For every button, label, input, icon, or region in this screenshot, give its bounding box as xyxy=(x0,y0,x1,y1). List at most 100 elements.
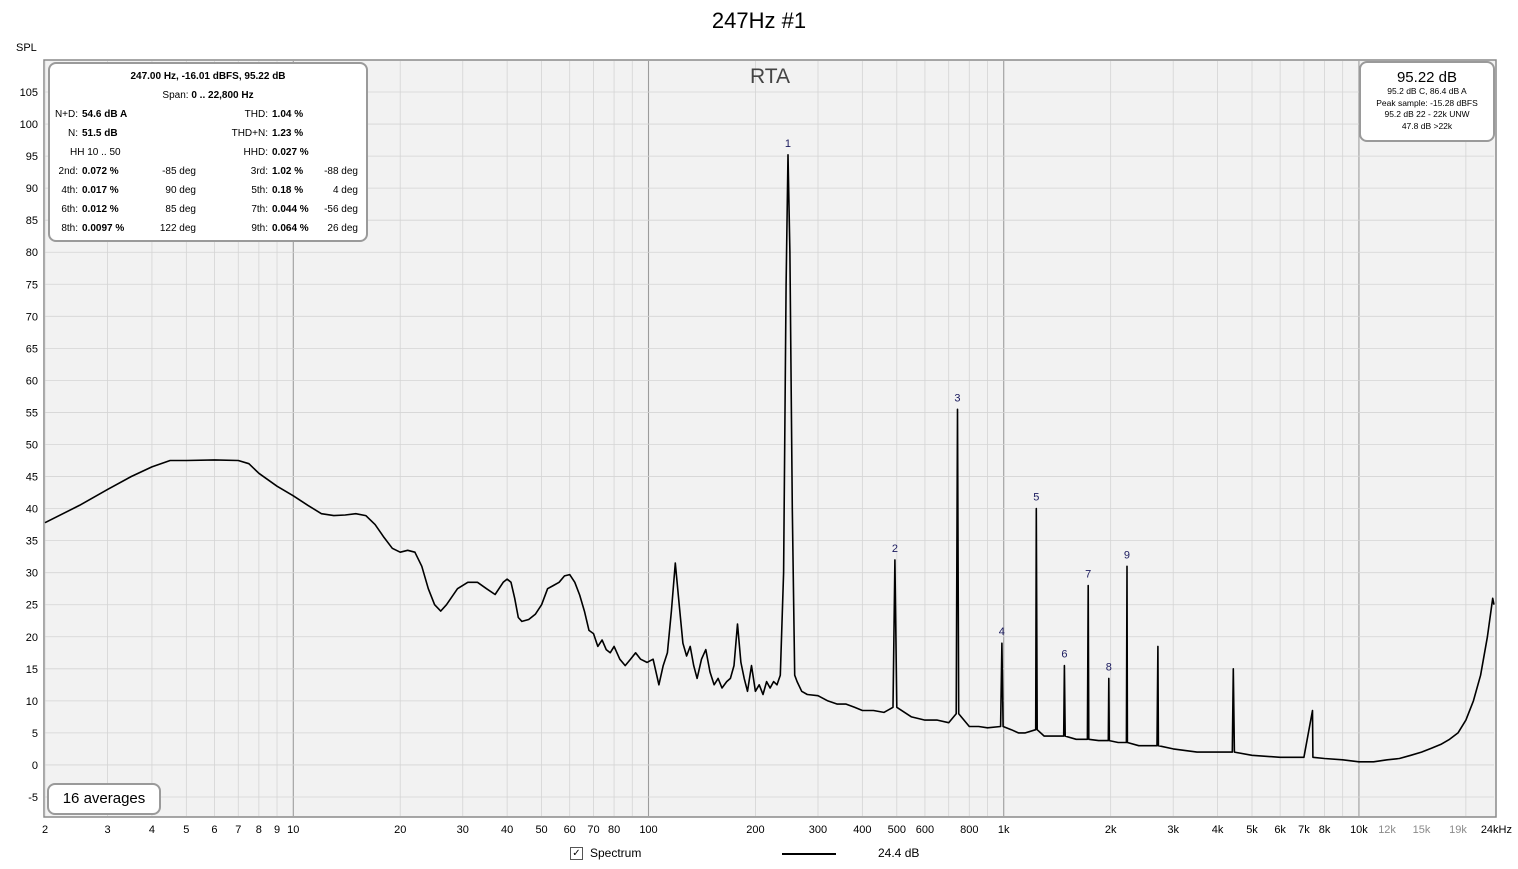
h2-phase: -85 deg xyxy=(162,166,196,177)
h2-label: 2nd: xyxy=(58,166,78,177)
thd-label: THD: xyxy=(244,109,268,120)
h6-value: 0.012 % xyxy=(82,204,119,215)
y-tick-label: 50 xyxy=(26,440,38,452)
x-tick-label: 500 xyxy=(888,824,906,836)
level-unweighted: 95.2 dB 22 - 22k UNW xyxy=(1384,109,1470,119)
x-tick-label: 300 xyxy=(809,824,827,836)
stats-span: Span: 0 .. 22,800 Hz xyxy=(50,90,366,101)
h8-value: 0.0097 % xyxy=(82,223,125,234)
x-tick-label: 400 xyxy=(853,824,871,836)
y-tick-label: 95 xyxy=(26,151,38,163)
harmonic-marker: 1 xyxy=(785,138,791,150)
h4-phase: 90 deg xyxy=(165,185,196,196)
level-above-22k: 47.8 dB >22k xyxy=(1401,120,1453,131)
h8-phase: 122 deg xyxy=(159,223,196,234)
harmonic-marker: 9 xyxy=(1124,549,1130,561)
thd-value: 1.04 % xyxy=(272,109,304,120)
h6-label: 6th: xyxy=(61,204,78,215)
x-tick-label: 6k xyxy=(1274,824,1286,836)
y-tick-label: 75 xyxy=(26,279,38,291)
y-tick-label: 100 xyxy=(20,119,38,131)
x-tick-label: 40 xyxy=(501,824,513,836)
harmonic-marker: 3 xyxy=(954,392,960,404)
y-tick-label: 20 xyxy=(26,632,38,644)
x-tick-label: 70 xyxy=(587,824,599,836)
x-tick-label: 10 xyxy=(287,824,299,836)
rta-label: RTA xyxy=(750,65,790,88)
h9-value: 0.064 % xyxy=(272,223,309,234)
h9-label: 9th: xyxy=(251,223,268,234)
h3-value: 1.02 % xyxy=(272,166,304,177)
peak-sample: Peak sample: -15.28 dBFS xyxy=(1376,97,1478,108)
harmonic-marker: 4 xyxy=(999,626,1005,638)
x-tick-label: 800 xyxy=(960,824,978,836)
x-tick-label: 24kHz xyxy=(1481,824,1512,836)
h7-value: 0.044 % xyxy=(272,204,309,215)
hhd-label: HHD: xyxy=(243,147,268,158)
harmonic-marker: 5 xyxy=(1033,492,1039,504)
y-tick-label: 90 xyxy=(26,183,38,195)
chart-title: 247Hz #1 xyxy=(711,8,807,33)
h2-value: 0.072 % xyxy=(82,166,119,177)
series-line-spectrum xyxy=(44,154,1495,763)
y-tick-label: 25 xyxy=(26,600,38,612)
y-tick-label: 40 xyxy=(26,504,38,516)
harmonic-marker: 7 xyxy=(1085,569,1091,581)
h8-label: 8th: xyxy=(61,223,78,234)
y-tick-label: 105 xyxy=(20,87,38,99)
x-tick-label: 12k xyxy=(1378,824,1396,836)
y-tick-label: -5 xyxy=(28,792,38,804)
stats-header: 247.00 Hz, -16.01 dBFS, 95.22 dB xyxy=(130,71,286,82)
h5-value: 0.18 % xyxy=(272,185,304,196)
x-tick-label: 600 xyxy=(916,824,934,836)
level-readout: 95.22 dB xyxy=(1396,69,1458,86)
legend-label-spectrum: Spectrum xyxy=(590,846,642,860)
harmonic-marker: 8 xyxy=(1106,661,1112,673)
x-tick-label: 20 xyxy=(394,824,406,836)
h4-label: 4th: xyxy=(61,185,78,196)
level-weighted: 95.2 dB C, 86.4 dB A xyxy=(1387,86,1467,96)
x-tick-label: 100 xyxy=(639,824,657,836)
y-tick-label: 5 xyxy=(32,728,38,740)
hh-label: HH 10 .. 50 xyxy=(70,147,121,158)
x-tick-label: 5 xyxy=(183,824,189,836)
x-tick-label: 7k xyxy=(1298,824,1310,836)
x-tick-label: 3 xyxy=(104,824,110,836)
x-tick-label: 2k xyxy=(1105,824,1117,836)
x-tick-label: 10k xyxy=(1350,824,1368,836)
x-tick-label: 8 xyxy=(256,824,262,836)
span-label: Span: xyxy=(162,90,189,101)
thdn-value: 1.23 % xyxy=(272,128,304,139)
x-tick-label: 15k xyxy=(1413,824,1431,836)
x-tick-label: 3k xyxy=(1167,824,1179,836)
h3-label: 3rd: xyxy=(250,166,268,177)
legend-value: 24.4 dB xyxy=(878,846,920,860)
harmonic-marker: 6 xyxy=(1061,649,1067,661)
x-tick-label: 8k xyxy=(1319,824,1331,836)
spectrum-checkbox[interactable]: ✓ xyxy=(570,847,583,860)
distortion-stats-panel: 247.00 Hz, -16.01 dBFS, 95.22 dB Span: 0… xyxy=(48,62,368,242)
h5-label: 5th: xyxy=(251,185,268,196)
h7-phase: -56 deg xyxy=(324,204,358,215)
span-value: 0 .. 22,800 Hz xyxy=(191,90,254,101)
x-tick-label: 2 xyxy=(42,824,48,836)
y-tick-label: 35 xyxy=(26,536,38,548)
y-tick-label: 60 xyxy=(26,375,38,387)
y-tick-label: 45 xyxy=(26,472,38,484)
n-label: N: xyxy=(68,128,78,139)
thdn-label: THD+N: xyxy=(231,128,268,139)
x-tick-label: 60 xyxy=(564,824,576,836)
h3-phase: -88 deg xyxy=(324,166,358,177)
level-summary-panel: 95.22 dB 95.2 dB C, 86.4 dB A Peak sampl… xyxy=(1359,61,1495,142)
x-tick-label: 50 xyxy=(535,824,547,836)
y-tick-label: 15 xyxy=(26,664,38,676)
hhd-value: 0.027 % xyxy=(272,147,309,158)
h6-phase: 85 deg xyxy=(165,204,196,215)
averages-badge: 16 averages xyxy=(47,783,161,815)
x-tick-label: 4 xyxy=(149,824,155,836)
x-tick-label: 6 xyxy=(211,824,217,836)
n-value: 51.5 dB xyxy=(82,128,118,139)
y-tick-label: 70 xyxy=(26,311,38,323)
x-tick-label: 80 xyxy=(608,824,620,836)
y-tick-label: 10 xyxy=(26,696,38,708)
